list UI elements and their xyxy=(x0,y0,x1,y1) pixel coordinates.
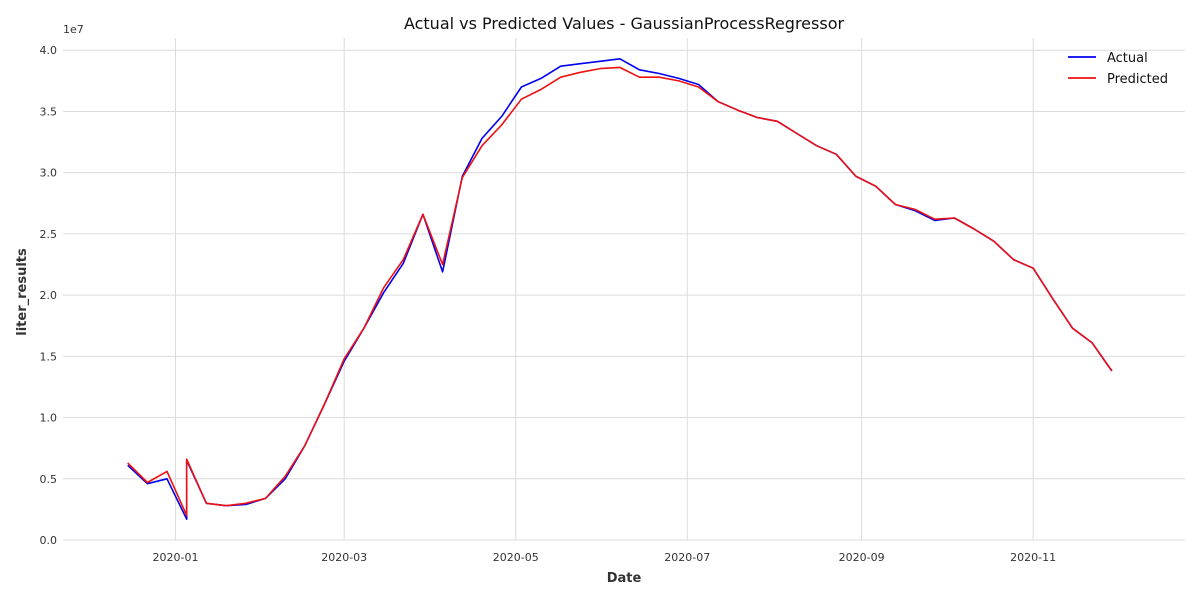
y-axis-label: liter_results xyxy=(15,248,30,336)
y-tick-labels: 0.0 0.5 1.0 1.5 2.0 2.5 3.0 3.5 4.0 xyxy=(40,44,58,547)
legend-label-predicted: Predicted xyxy=(1107,72,1168,87)
y-tick-label: 3.0 xyxy=(40,167,58,180)
y-tick-label: 0.5 xyxy=(40,473,58,486)
y-tick-label: 2.0 xyxy=(40,289,58,302)
x-tick-labels: 2020-01 2020-03 2020-05 2020-07 2020-09 2020-… xyxy=(152,551,1056,564)
series-lines xyxy=(127,57,1113,521)
y-tick-label: 0.0 xyxy=(40,534,58,547)
x-tick-label: 2020-05 xyxy=(493,551,539,564)
legend: Actual Predicted xyxy=(1068,51,1168,87)
x-tick-label: 2020-01 xyxy=(152,551,198,564)
series-line-actual xyxy=(127,57,1113,521)
y-tick-label: 3.5 xyxy=(40,105,58,118)
series-line-predicted xyxy=(127,66,1113,517)
y-tick-label: 1.5 xyxy=(40,350,58,363)
x-tick-label: 2020-09 xyxy=(839,551,885,564)
x-tick-label: 2020-07 xyxy=(664,551,710,564)
x-tick-label: 2020-03 xyxy=(321,551,367,564)
x-tick-label: 2020-11 xyxy=(1010,551,1056,564)
grid xyxy=(63,38,1185,541)
y-tick-label: 4.0 xyxy=(40,44,58,57)
y-offset-label: 1e7 xyxy=(63,23,84,36)
legend-label-actual: Actual xyxy=(1107,51,1148,66)
y-tick-label: 2.5 xyxy=(40,228,58,241)
x-axis-label: Date xyxy=(607,571,642,586)
chart-title: Actual vs Predicted Values - GaussianPro… xyxy=(404,14,845,33)
y-tick-label: 1.0 xyxy=(40,412,58,425)
